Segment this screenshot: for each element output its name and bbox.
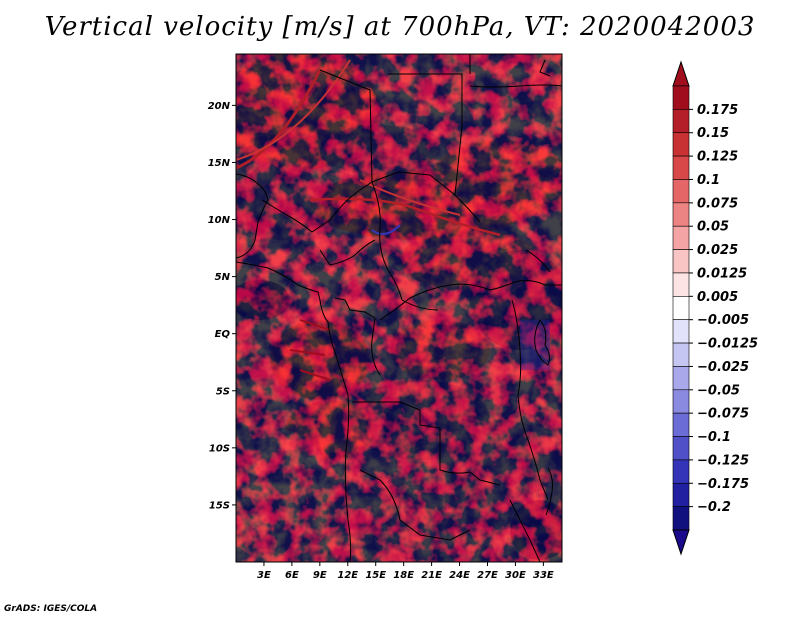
colorbar-swatch (672, 389, 690, 414)
colorbar-label: 0.175 (697, 103, 738, 118)
lat-tick-label: 20N (208, 101, 231, 112)
lon-tick-label: 9E (313, 570, 327, 581)
colorbar-swatch (672, 296, 690, 320)
colorbar-swatch (672, 155, 690, 180)
colorbar: 0.175 0.15 0.125 0.1 0.075 0.05 0.025 0.0125 0.0… (672, 60, 758, 556)
colorbar-swatch (672, 436, 690, 461)
latitude-axis: 20N 15N 10N 5N EQ 5S 10S 15S (208, 101, 236, 511)
colorbar-label: −0.005 (697, 313, 749, 328)
colorbar-swatch (672, 342, 690, 367)
lon-tick-label: 15E (365, 570, 386, 581)
lon-tick-label: 30E (505, 570, 526, 581)
colorbar-swatch (672, 412, 690, 437)
lon-tick-label: 12E (337, 570, 358, 581)
colorbar-swatch (672, 506, 690, 531)
colorbar-swatch (672, 319, 690, 344)
colorbar-swatch (672, 366, 690, 391)
colorbar-label: −0.175 (697, 477, 749, 492)
vertical-velocity-field (236, 54, 562, 562)
lat-tick-label: 10N (208, 215, 231, 226)
lat-tick-label: 15S (209, 500, 230, 511)
colorbar-swatch (672, 202, 690, 227)
colorbar-swatch (672, 482, 690, 507)
colorbar-label: 0.075 (697, 196, 738, 211)
lon-tick-label: 24E (449, 570, 470, 581)
colorbar-label: 0.1 (697, 173, 720, 188)
lon-tick-label: 6E (285, 570, 299, 581)
colorbar-label: 0.025 (697, 243, 738, 258)
map-frame (235, 53, 563, 563)
colorbar-label: 0.005 (697, 290, 738, 305)
lon-tick-label: 3E (257, 570, 271, 581)
colorbar-bottom-arrow (672, 529, 690, 556)
colorbar-label: 0.15 (697, 126, 729, 141)
colorbar-swatch (672, 109, 690, 134)
lat-tick-label: 5S (216, 386, 230, 397)
colorbar-label: 0.05 (697, 220, 729, 235)
colorbar-label: −0.1 (697, 430, 731, 445)
colorbar-label: −0.0125 (697, 337, 758, 352)
colorbar-swatch (672, 459, 690, 484)
colorbar-swatch (672, 249, 690, 274)
colorbar-label: −0.025 (697, 360, 749, 375)
lat-tick-label: EQ (215, 329, 231, 340)
lat-tick-label: 15N (208, 158, 231, 169)
colorbar-top-arrow (672, 60, 690, 87)
colorbar-label: 0.125 (697, 150, 738, 165)
colorbar-swatch (672, 132, 690, 157)
lat-tick-label: 5N (215, 272, 231, 283)
colorbar-label: −0.05 (697, 383, 740, 398)
colorbar-swatch (672, 225, 690, 250)
colorbar-label: −0.2 (697, 500, 731, 515)
lon-tick-label: 21E (421, 570, 442, 581)
political-boundaries (236, 54, 562, 562)
grads-credit: GrADS: IGES/COLA (4, 604, 98, 614)
colorbar-swatch (672, 272, 690, 297)
colorbar-label: 0.0125 (697, 266, 747, 281)
colorbar-swatch (672, 179, 690, 204)
chart-title: Vertical velocity [m/s] at 700hPa, VT: 2… (44, 12, 756, 42)
longitude-axis: 3E 6E 9E 12E 15E 18E 21E 24E 27E 30E 33E (257, 562, 554, 581)
lon-tick-label: 33E (533, 570, 554, 581)
colorbar-swatch (672, 85, 690, 110)
lat-tick-label: 10S (209, 443, 230, 454)
colorbar-label: −0.075 (697, 407, 749, 422)
lon-tick-label: 18E (393, 570, 414, 581)
lon-tick-label: 27E (477, 570, 498, 581)
colorbar-label: −0.125 (697, 453, 749, 468)
